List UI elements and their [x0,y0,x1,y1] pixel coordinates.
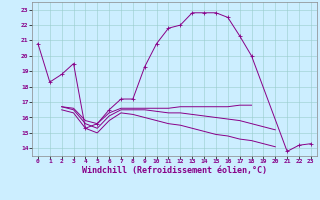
X-axis label: Windchill (Refroidissement éolien,°C): Windchill (Refroidissement éolien,°C) [82,166,267,175]
